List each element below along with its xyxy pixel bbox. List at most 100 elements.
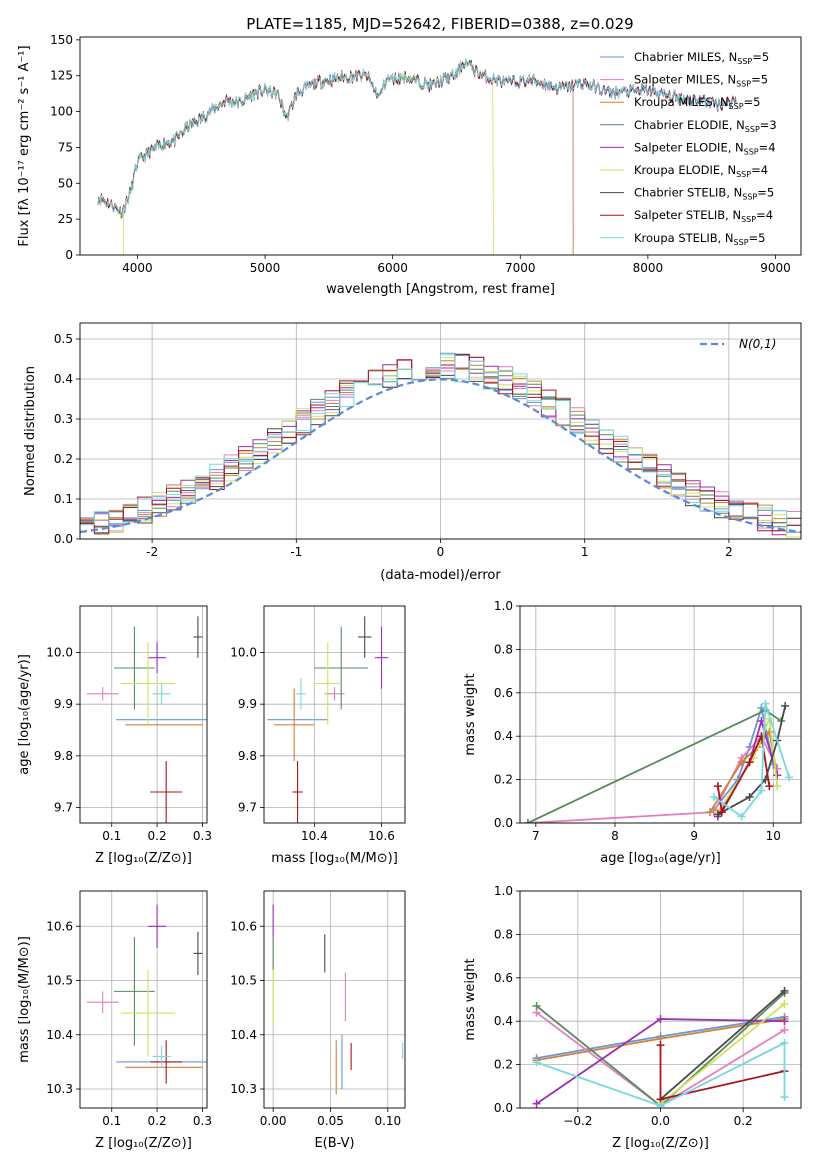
- legend-entry: Salpeter ELODIE, NSSP=4: [634, 140, 776, 156]
- x-tick-label: 0.05: [317, 1114, 344, 1128]
- legend-subscript: SSP: [729, 102, 744, 111]
- age-vs-mass-panel: 10.4 10.6 9.7 9.8 9.9 10.0 mass [log₁₀(M/M⊙)]: [230, 605, 406, 866]
- legend-entry: Kroupa ELODIE, NSSP=4: [634, 163, 768, 179]
- y-tick-label: 10.3: [230, 1082, 257, 1096]
- x-tick-label: −0.2: [563, 1114, 592, 1128]
- x-tick-label: 0.00: [260, 1114, 287, 1128]
- x-tick-label: 0.2: [148, 1114, 167, 1128]
- y-tick-label: 10.4: [46, 1028, 73, 1042]
- legend-text: Kroupa STELIB, N: [634, 231, 734, 245]
- axes-frame: [519, 605, 802, 824]
- weight-marker: [709, 792, 718, 801]
- mass-weight-vs-age-panel: 7 8 9 10 0.0 0.2 0.4 0.6 0.8 1.0 age [log₁₀(age/yr…: [463, 599, 802, 866]
- legend-entry: Chabrier ELODIE, NSSP=3: [634, 118, 777, 134]
- legend-subscript: SSP: [737, 57, 752, 66]
- x-tick-label: -1: [290, 545, 302, 559]
- y-tick-label: 1.0: [494, 884, 513, 898]
- x-tick-label: 0.10: [374, 1114, 401, 1128]
- x-axis-label: age [log₁₀(age/yr)]: [600, 851, 721, 866]
- weight-marker: [780, 1017, 789, 1026]
- y-tick-label: 0.1: [54, 492, 73, 506]
- legend-entry: Chabrier STELIB, NSSP=5: [634, 186, 774, 202]
- x-tick-label: 9: [690, 829, 698, 843]
- errorbar-points: [86, 904, 207, 1084]
- legend-text: Kroupa MILES, N: [634, 95, 729, 109]
- histogram-steps: [80, 352, 801, 538]
- y-tick-label: 10.6: [230, 919, 257, 933]
- y-tick-label: 0.5: [54, 332, 73, 346]
- y-axis-label: Normed distribution: [23, 366, 38, 496]
- weight-marker: [765, 782, 774, 791]
- legend-subscript: SSP: [744, 147, 759, 156]
- mass-vs-Z-panel: 0.1 0.2 0.3 10.3 10.4 10.5 10.6 Z [log₁₀(Z/Z⊙)]…: [17, 890, 212, 1151]
- axes-frame: [79, 605, 208, 824]
- y-tick-label: 0.6: [494, 686, 513, 700]
- y-tick-label: 1.0: [494, 599, 513, 613]
- legend-tail: =5: [744, 95, 761, 109]
- x-tick-label: 0.2: [734, 1114, 753, 1128]
- x-tick-label: 1: [581, 545, 589, 559]
- legend-entry: Kroupa MILES, NSSP=5: [634, 95, 760, 111]
- x-tick-label: -2: [146, 545, 158, 559]
- y-tick-label: 0.4: [54, 372, 73, 386]
- y-tick-label: 10.3: [46, 1082, 73, 1096]
- legend-subscript: SSP: [736, 170, 751, 179]
- weight-marker: [523, 819, 532, 823]
- x-tick-label: 0.0: [651, 1114, 670, 1128]
- y-tick-label: 0.4: [494, 729, 513, 743]
- x-axis-label: Z [log₁₀(Z/Z⊙)]: [95, 1136, 192, 1151]
- x-axis-label: E(B-V): [314, 1136, 354, 1151]
- weight-marker: [737, 812, 746, 821]
- model-spectrum-line: [97, 57, 494, 255]
- spectrum-panel: 4000 5000 6000 7000 8000 9000 0 25 50 75 100 125 150…: [17, 33, 802, 297]
- y-tick-label: 0.3: [54, 412, 73, 426]
- legend-text: Chabrier MILES, N: [634, 50, 737, 64]
- errorbar-points: [272, 904, 404, 1095]
- legend-tail: =5: [757, 186, 774, 200]
- model-spectrum-line: [97, 58, 736, 218]
- legend-tail: =5: [749, 231, 766, 245]
- weight-marker: [713, 782, 722, 791]
- x-tick-label: 0.3: [193, 829, 212, 843]
- errorbar-points: [267, 616, 389, 823]
- y-tick-label: 0: [65, 248, 73, 262]
- y-tick-label: 10.4: [230, 1028, 257, 1042]
- axes-frame: [263, 890, 406, 1109]
- y-tick-label: 50: [58, 176, 73, 190]
- x-axis-label: wavelength [Angstrom, rest frame]: [326, 282, 555, 297]
- y-tick-label: 9.7: [54, 801, 73, 815]
- y-tick-label: 0.2: [54, 452, 73, 466]
- x-tick-label: 8000: [633, 261, 664, 275]
- y-tick-label: 125: [50, 69, 73, 83]
- y-tick-label: 0.2: [494, 1058, 513, 1072]
- histogram-series: [80, 354, 801, 538]
- legend-tail: =4: [751, 163, 768, 177]
- y-tick-label: 9.9: [54, 697, 73, 711]
- x-tick-label: 0.1: [102, 829, 121, 843]
- legend-subscript: SSP: [734, 238, 749, 247]
- axes-frame: [79, 890, 208, 1109]
- x-tick-label: 6000: [377, 261, 408, 275]
- legend-tail: =5: [751, 73, 768, 87]
- legend-text: Salpeter ELODIE, N: [634, 140, 744, 154]
- x-tick-label: 10.6: [368, 829, 395, 843]
- x-tick-label: 0: [437, 545, 445, 559]
- weight-marker: [780, 1093, 789, 1102]
- legend-tail: =4: [759, 140, 776, 154]
- x-tick-label: 10: [766, 829, 781, 843]
- weight-marker: [761, 699, 770, 708]
- mass-vs-EBV-panel: 0.00 0.05 0.10 10.3 10.4 10.5 10.6 E(B-V): [230, 890, 406, 1151]
- weight-marker: [765, 727, 774, 736]
- y-tick-label: 0.0: [494, 1101, 513, 1115]
- legend-text: Salpeter STELIB, N: [634, 208, 741, 222]
- y-axis-label: Flux [fλ 10⁻¹⁷ erg cm⁻² s⁻¹ A⁻¹]: [17, 45, 32, 246]
- x-tick-label: 0.2: [148, 829, 167, 843]
- residuals-panel: -2 -1 0 1 2 0.0 0.1 0.2 0.3 0.4 0.5 (data-model)/er…: [23, 322, 802, 583]
- y-tick-label: 0.8: [494, 927, 513, 941]
- weight-marker: [705, 808, 714, 817]
- weight-marker: [757, 786, 766, 795]
- x-tick-label: 10.4: [301, 829, 328, 843]
- y-tick-label: 9.8: [238, 749, 257, 763]
- legend-tail: =4: [756, 208, 773, 222]
